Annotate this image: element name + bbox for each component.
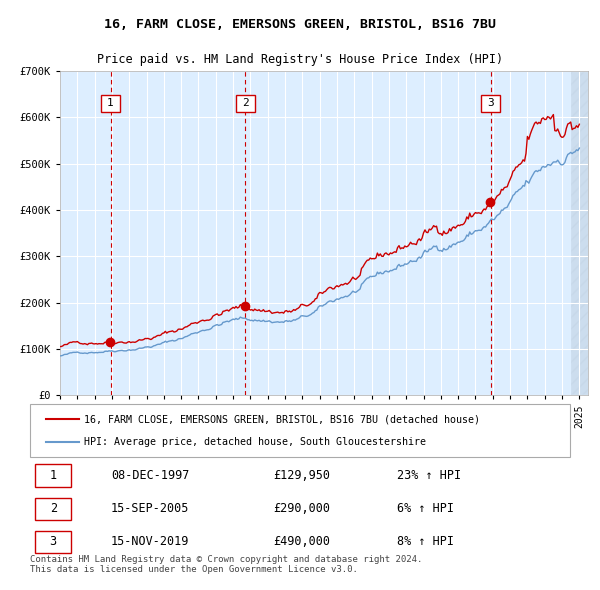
Text: 8% ↑ HPI: 8% ↑ HPI — [397, 535, 454, 549]
Text: £290,000: £290,000 — [273, 502, 330, 516]
Text: Price paid vs. HM Land Registry's House Price Index (HPI): Price paid vs. HM Land Registry's House … — [97, 53, 503, 66]
FancyBboxPatch shape — [30, 404, 570, 457]
Text: 15-SEP-2005: 15-SEP-2005 — [111, 502, 190, 516]
Text: 08-DEC-1997: 08-DEC-1997 — [111, 469, 190, 483]
Text: 2: 2 — [50, 502, 57, 516]
Text: 15-NOV-2019: 15-NOV-2019 — [111, 535, 190, 549]
Text: 3: 3 — [487, 99, 494, 108]
FancyBboxPatch shape — [236, 95, 255, 112]
FancyBboxPatch shape — [35, 497, 71, 520]
Text: 16, FARM CLOSE, EMERSONS GREEN, BRISTOL, BS16 7BU: 16, FARM CLOSE, EMERSONS GREEN, BRISTOL,… — [104, 18, 496, 31]
Text: 2: 2 — [242, 99, 248, 108]
Text: 16, FARM CLOSE, EMERSONS GREEN, BRISTOL, BS16 7BU (detached house): 16, FARM CLOSE, EMERSONS GREEN, BRISTOL,… — [84, 414, 480, 424]
Text: HPI: Average price, detached house, South Gloucestershire: HPI: Average price, detached house, Sout… — [84, 437, 426, 447]
Bar — [571, 71, 588, 395]
Text: 3: 3 — [50, 535, 57, 549]
Text: 1: 1 — [50, 469, 57, 483]
FancyBboxPatch shape — [481, 95, 500, 112]
Text: £490,000: £490,000 — [273, 535, 330, 549]
FancyBboxPatch shape — [35, 464, 71, 487]
Text: 1: 1 — [107, 99, 114, 108]
Text: Contains HM Land Registry data © Crown copyright and database right 2024.
This d: Contains HM Land Registry data © Crown c… — [30, 555, 422, 574]
Text: 6% ↑ HPI: 6% ↑ HPI — [397, 502, 454, 516]
Bar — [571, 71, 588, 395]
FancyBboxPatch shape — [101, 95, 120, 112]
Text: £129,950: £129,950 — [273, 469, 330, 483]
Text: 23% ↑ HPI: 23% ↑ HPI — [397, 469, 461, 483]
FancyBboxPatch shape — [35, 530, 71, 553]
